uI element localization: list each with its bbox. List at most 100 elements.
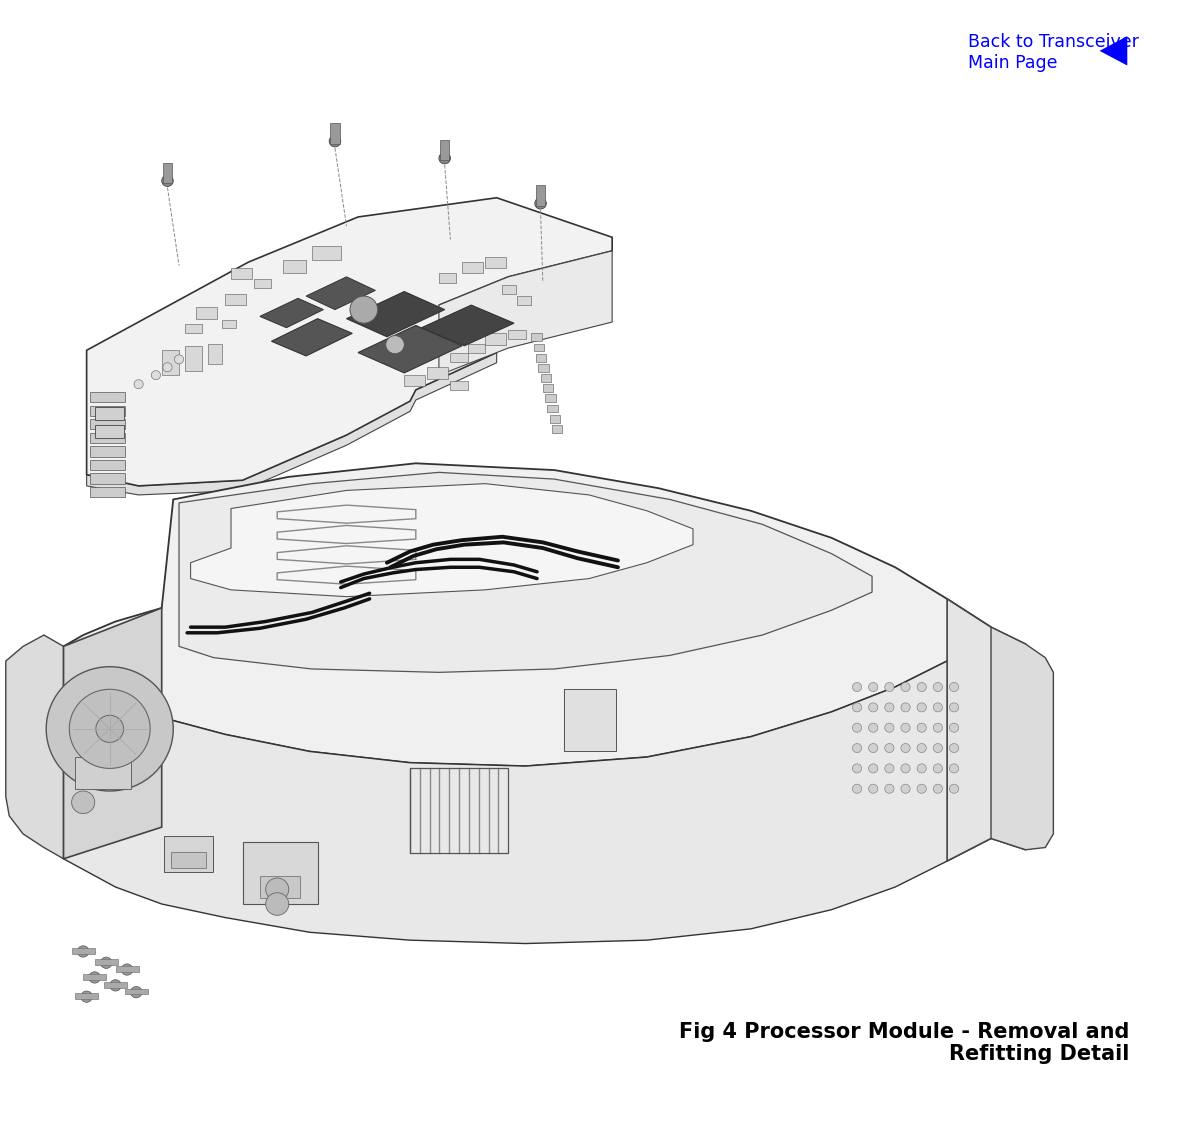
Bar bbox=[550, 415, 561, 423]
Polygon shape bbox=[306, 277, 376, 310]
Bar bbox=[548, 405, 558, 412]
Circle shape bbox=[918, 764, 926, 773]
Bar bbox=[125, 989, 148, 994]
Polygon shape bbox=[6, 635, 64, 859]
Circle shape bbox=[151, 371, 160, 380]
Circle shape bbox=[918, 744, 926, 753]
Circle shape bbox=[134, 380, 144, 389]
Bar bbox=[404, 375, 425, 386]
Bar bbox=[231, 268, 252, 279]
Bar bbox=[94, 425, 124, 438]
Circle shape bbox=[933, 683, 942, 692]
Circle shape bbox=[868, 784, 878, 793]
Bar bbox=[428, 367, 448, 379]
Bar bbox=[90, 406, 125, 416]
Circle shape bbox=[885, 723, 894, 732]
Circle shape bbox=[439, 153, 450, 164]
Circle shape bbox=[853, 703, 861, 712]
Bar bbox=[163, 163, 172, 183]
Circle shape bbox=[885, 683, 894, 692]
Bar bbox=[243, 842, 318, 904]
Bar bbox=[543, 384, 554, 392]
Bar bbox=[410, 768, 508, 853]
Bar bbox=[508, 330, 525, 339]
Circle shape bbox=[266, 893, 289, 915]
Bar bbox=[485, 257, 505, 268]
Bar bbox=[545, 394, 556, 402]
Polygon shape bbox=[64, 644, 991, 944]
Circle shape bbox=[868, 764, 878, 773]
Circle shape bbox=[46, 667, 173, 791]
Circle shape bbox=[918, 683, 926, 692]
Circle shape bbox=[949, 683, 959, 692]
Polygon shape bbox=[271, 319, 352, 356]
Circle shape bbox=[901, 744, 911, 753]
Circle shape bbox=[868, 703, 878, 712]
Polygon shape bbox=[191, 484, 693, 597]
Bar bbox=[563, 689, 616, 751]
Polygon shape bbox=[358, 325, 462, 373]
Bar bbox=[197, 307, 217, 319]
Circle shape bbox=[131, 986, 143, 998]
Text: Main Page: Main Page bbox=[968, 54, 1058, 72]
Circle shape bbox=[350, 296, 378, 323]
Circle shape bbox=[949, 744, 959, 753]
Bar bbox=[84, 974, 106, 980]
Bar bbox=[207, 344, 221, 364]
Bar bbox=[161, 350, 179, 375]
Bar bbox=[185, 346, 203, 371]
Circle shape bbox=[933, 703, 942, 712]
Bar bbox=[75, 993, 98, 999]
Text: Refitting Detail: Refitting Detail bbox=[949, 1044, 1130, 1064]
Polygon shape bbox=[64, 608, 161, 859]
Circle shape bbox=[949, 784, 959, 793]
Bar bbox=[90, 473, 125, 484]
Bar bbox=[254, 279, 271, 288]
Circle shape bbox=[385, 336, 404, 354]
Circle shape bbox=[110, 980, 121, 991]
Circle shape bbox=[949, 703, 959, 712]
Bar bbox=[90, 433, 125, 443]
Bar bbox=[94, 407, 124, 420]
Circle shape bbox=[535, 198, 547, 209]
Bar bbox=[221, 320, 236, 328]
Bar bbox=[503, 285, 516, 294]
Circle shape bbox=[853, 683, 861, 692]
Circle shape bbox=[885, 744, 894, 753]
Bar bbox=[536, 354, 547, 362]
Circle shape bbox=[933, 784, 942, 793]
Circle shape bbox=[933, 744, 942, 753]
Circle shape bbox=[266, 878, 289, 901]
Bar bbox=[450, 353, 468, 362]
Bar bbox=[462, 262, 483, 273]
Bar bbox=[538, 364, 549, 372]
Circle shape bbox=[161, 175, 173, 186]
Polygon shape bbox=[87, 351, 497, 495]
Circle shape bbox=[853, 744, 861, 753]
Bar bbox=[283, 260, 306, 273]
Polygon shape bbox=[1099, 36, 1127, 66]
Polygon shape bbox=[260, 298, 324, 328]
Bar bbox=[115, 966, 139, 972]
Polygon shape bbox=[179, 472, 872, 672]
Circle shape bbox=[918, 784, 926, 793]
Text: Fig 4 Processor Module - Removal and: Fig 4 Processor Module - Removal and bbox=[680, 1022, 1130, 1042]
Circle shape bbox=[329, 136, 340, 147]
Circle shape bbox=[885, 703, 894, 712]
Circle shape bbox=[174, 355, 184, 364]
Circle shape bbox=[901, 703, 911, 712]
Bar bbox=[468, 344, 485, 353]
Bar bbox=[72, 948, 94, 954]
Circle shape bbox=[918, 703, 926, 712]
Circle shape bbox=[78, 946, 88, 957]
Bar bbox=[90, 487, 125, 497]
Polygon shape bbox=[64, 463, 991, 766]
Bar bbox=[75, 757, 131, 789]
Circle shape bbox=[868, 744, 878, 753]
Circle shape bbox=[901, 683, 911, 692]
Circle shape bbox=[81, 991, 92, 1002]
Circle shape bbox=[949, 764, 959, 773]
Bar bbox=[171, 852, 206, 868]
Circle shape bbox=[868, 683, 878, 692]
Bar bbox=[94, 959, 118, 965]
